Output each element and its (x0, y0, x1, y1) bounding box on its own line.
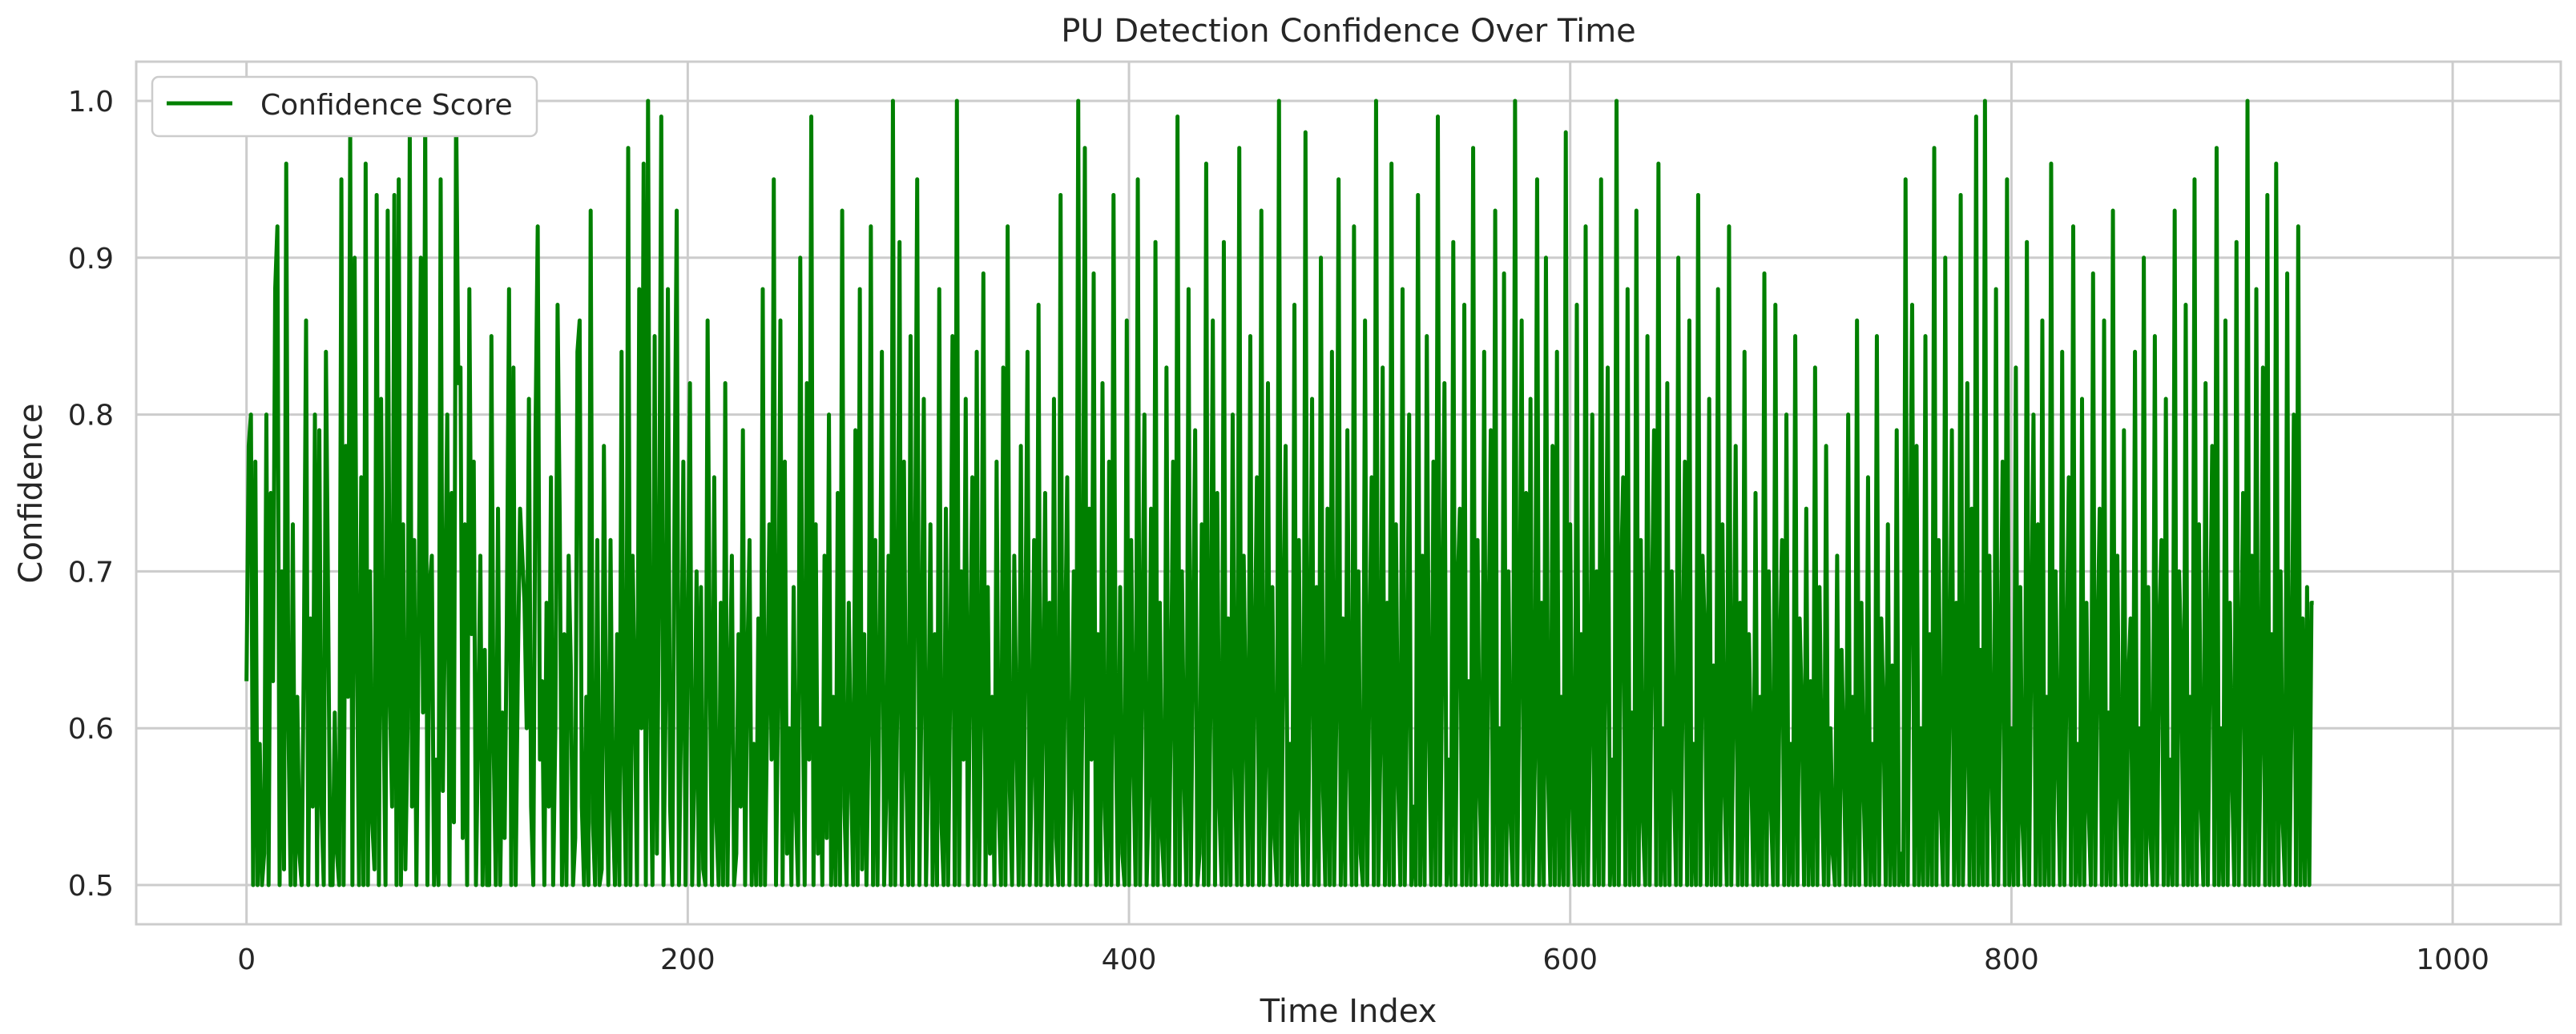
y-tick-labels: 0.5 0.6 0.7 0.8 0.9 1.0 (68, 86, 114, 903)
y-tick-label: 0.8 (68, 400, 114, 433)
plot-frame (135, 60, 2562, 926)
confidence-score-line (244, 99, 2314, 887)
x-tick-label: 400 (1102, 943, 1157, 976)
y-tick-label: 0.5 (68, 870, 114, 903)
legend: Confidence Score (151, 75, 538, 138)
x-tick-label: 0 (237, 943, 256, 976)
x-tick-label: 600 (1542, 943, 1598, 976)
legend-box (151, 75, 538, 138)
y-tick-label: 0.6 (68, 713, 114, 746)
chart-title: PU Detection Confidence Over Time (1061, 13, 1636, 50)
y-tick-label: 0.9 (68, 243, 114, 276)
y-tick-label: 1.0 (68, 86, 114, 119)
x-tick-labels: 0 200 400 600 800 1000 (237, 943, 2489, 976)
y-axis-label: Confidence (13, 404, 50, 584)
legend-label: Confidence Score (260, 89, 513, 122)
x-axis-label: Time Index (1260, 993, 1437, 1030)
x-tick-label: 200 (660, 943, 716, 976)
x-tick-label: 1000 (2416, 943, 2489, 976)
x-tick-label: 800 (1984, 943, 2039, 976)
y-tick-label: 0.7 (68, 556, 114, 589)
